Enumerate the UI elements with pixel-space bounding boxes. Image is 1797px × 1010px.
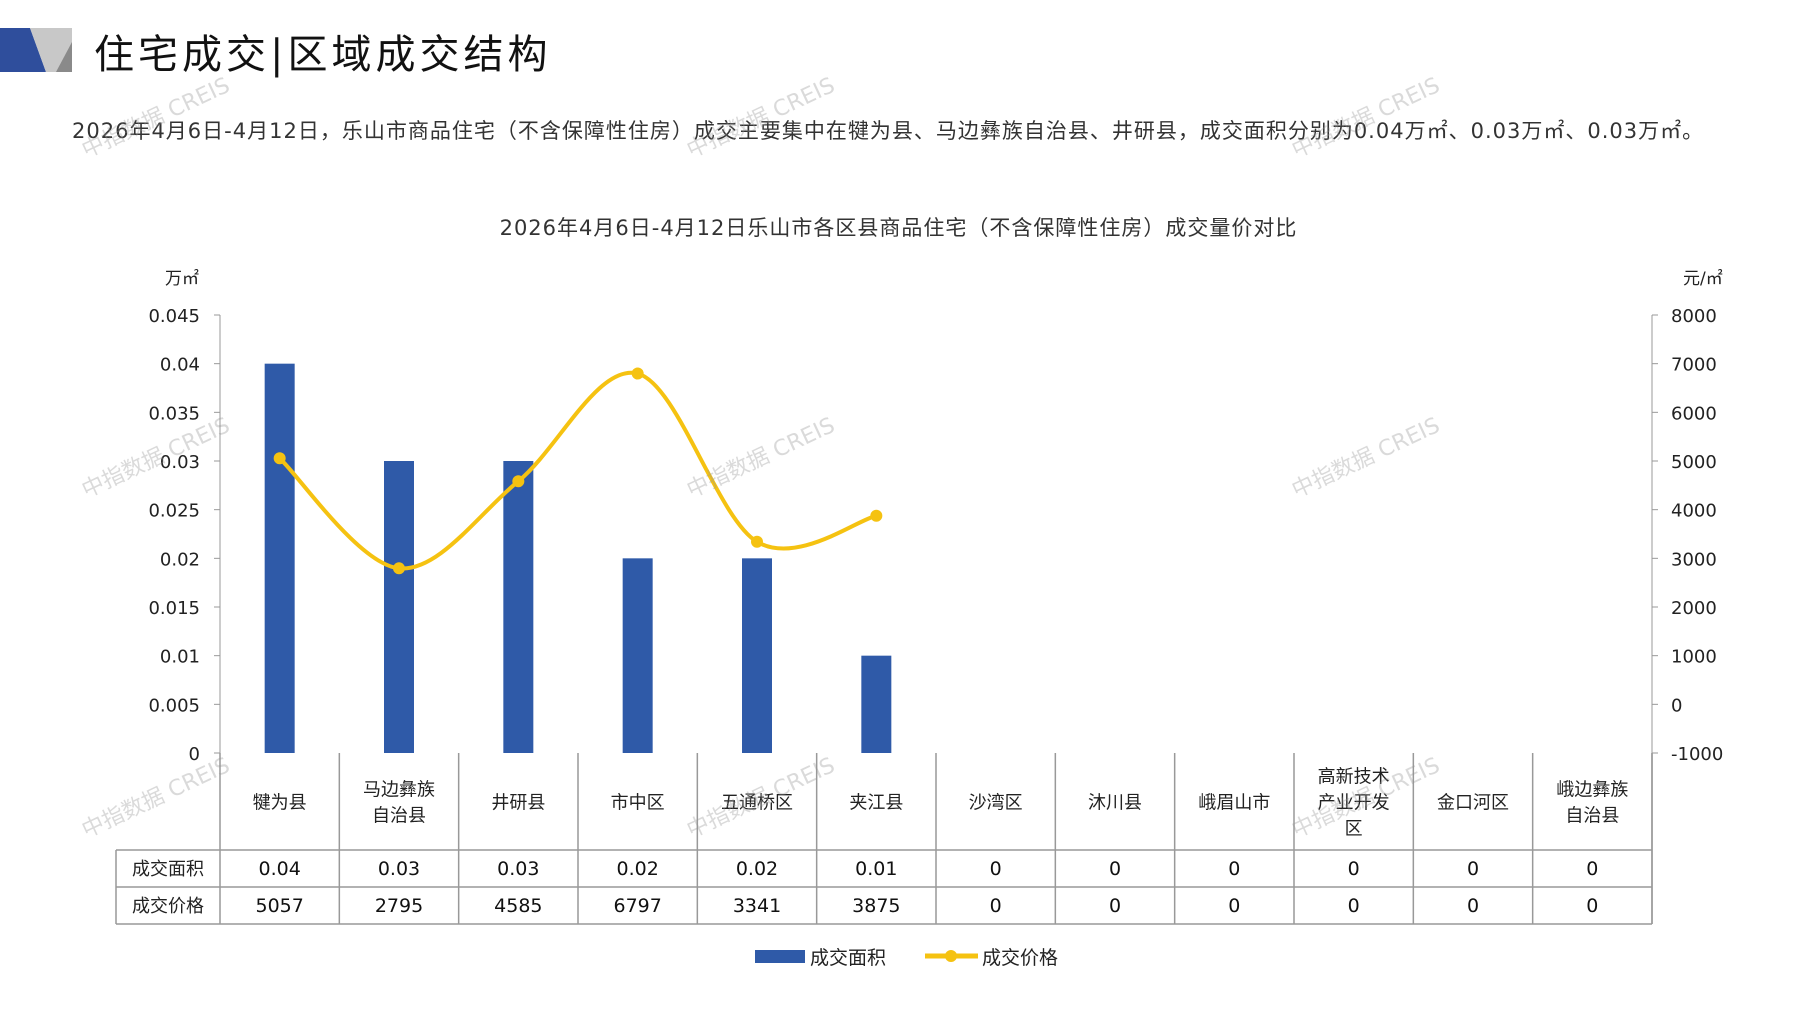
bar-马边彝族自治县 [384,461,414,753]
page-title: 住宅成交|区域成交结构 [94,32,552,78]
category-label: 自治县 [1565,806,1619,827]
left-tick-label: 0.035 [148,403,200,424]
category-label: 自治县 [372,806,426,827]
category-label: 沙湾区 [969,793,1023,814]
table-cell: 0.02 [617,858,659,880]
left-tick-label: 0 [189,744,200,765]
table-row-header: 成交面积 [132,859,204,880]
category-label: 井研县 [491,793,545,814]
table-cell: 0 [1228,858,1240,880]
chart-title: 2026年4月6日-4月12日乐山市各区县商品住宅（不含保障性住房）成交量价对比 [499,216,1298,240]
left-tick-label: 0.04 [160,355,200,376]
right-tick-label: 5000 [1671,452,1717,473]
right-axis-unit: 元/㎡ [1683,269,1723,289]
price-point-犍为县 [273,452,286,465]
table-cell: 0 [1348,895,1360,917]
table-cell: 0.03 [497,858,539,880]
price-point-马边彝族自治县 [393,562,405,575]
table-cell: 0.04 [259,858,301,880]
price-point-市中区 [631,367,644,380]
bar-五通桥区 [742,558,772,753]
right-tick-label: 2000 [1671,598,1717,619]
table-cell: 0 [990,858,1002,880]
right-tick-label: 8000 [1671,306,1717,327]
table-cell: 0 [1348,858,1360,880]
legend-label: 成交价格 [982,947,1058,969]
category-label: 金口河区 [1437,793,1509,814]
table-cell: 0 [1109,895,1121,917]
left-tick-label: 0.025 [148,501,200,522]
table-cell: 0 [1467,895,1479,917]
category-label: 市中区 [611,793,665,814]
table-cell: 6797 [613,895,661,917]
table-cell: 0.01 [855,858,897,880]
logo-mark [0,28,75,72]
category-label: 夹江县 [849,793,903,814]
table-cell: 3875 [852,895,900,917]
bar-夹江县 [861,655,892,753]
category-label: 五通桥区 [721,793,793,814]
category-label: 峨边彝族 [1556,780,1628,801]
right-tick-label: 0 [1671,695,1682,716]
legend-line-marker [945,950,957,962]
legend-label: 成交面积 [810,947,886,969]
price-line [278,370,877,571]
logo-shape-icon [0,28,72,72]
category-label: 峨眉山市 [1198,793,1270,814]
price-point-五通桥区 [751,535,763,548]
table-cell: 0 [1109,858,1121,880]
category-label: 沐川县 [1088,793,1142,814]
price-point-夹江县 [870,509,883,522]
right-tick-label: 7000 [1671,355,1717,376]
left-tick-label: 0.045 [148,306,200,327]
right-tick-label: 1000 [1671,647,1717,668]
bar-市中区 [622,558,653,753]
category-label: 马边彝族 [363,780,435,801]
left-tick-label: 0.005 [148,695,200,716]
price-point-井研县 [512,475,525,488]
left-tick-label: 0.03 [160,452,200,473]
category-label: 区 [1345,819,1363,840]
category-label: 产业开发 [1318,793,1390,814]
left-tick-label: 0.015 [148,598,200,619]
right-tick-label: 4000 [1671,501,1717,522]
legend-bar-swatch [755,950,805,963]
table-cell: 0 [1586,895,1598,917]
right-tick-label: 3000 [1671,549,1717,570]
table-cell: 0 [1228,895,1240,917]
left-tick-label: 0.01 [160,647,200,668]
table-cell: 5057 [255,895,303,917]
table-cell: 0.02 [736,858,778,880]
left-tick-label: 0.02 [160,549,200,570]
table-cell: 0.03 [378,858,420,880]
left-axis-unit: 万㎡ [165,269,199,289]
category-label: 高新技术 [1318,767,1390,788]
table-row-header: 成交价格 [132,896,204,917]
table-cell: 0 [990,895,1002,917]
table-cell: 3341 [733,895,781,917]
bar-犍为县 [264,363,295,753]
table-cell: 0 [1467,858,1479,880]
table-cell: 4585 [494,895,542,917]
summary-text: 2026年4月6日-4月12日，乐山市商品住宅（不含保障性住房）成交主要集中在犍… [72,119,1705,143]
table-cell: 0 [1586,858,1598,880]
right-tick-label: 6000 [1671,403,1717,424]
right-tick-label: -1000 [1671,744,1723,765]
category-label: 犍为县 [253,793,307,814]
table-cell: 2795 [375,895,423,917]
bar-井研县 [503,461,534,753]
